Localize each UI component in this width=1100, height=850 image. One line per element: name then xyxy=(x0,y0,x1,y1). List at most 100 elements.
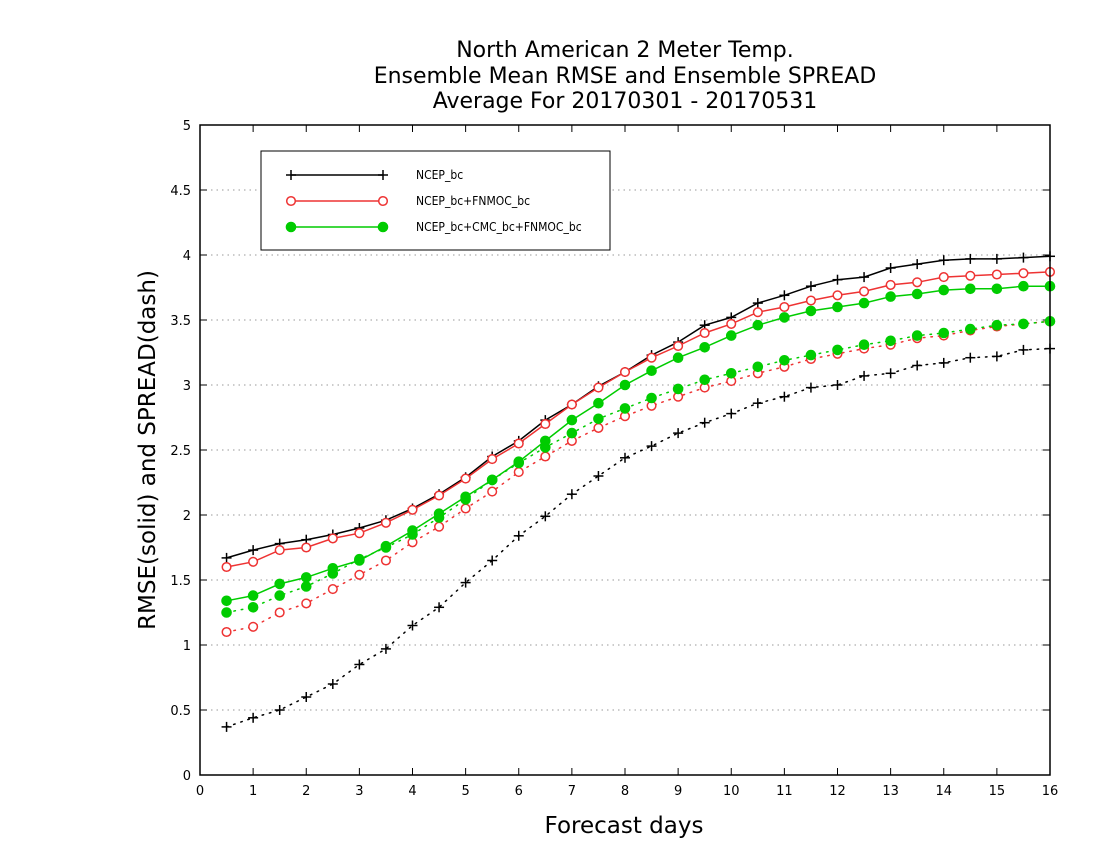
x-tick-label: 15 xyxy=(989,784,1006,799)
x-tick-label: 10 xyxy=(723,784,740,799)
ncep-bc-cmc-bc-fnmoc-bc-spread-series xyxy=(221,316,1056,618)
ncep-bc-rmse-point xyxy=(779,290,790,301)
legend-marker-ncep-bc-fnmoc-bc xyxy=(285,195,297,207)
ncep-bc-spread-point xyxy=(938,357,949,368)
ncep-bc-fnmoc-bc-rmse-point xyxy=(221,561,232,573)
ncep-bc-spread-point xyxy=(460,577,471,588)
ncep-bc-spread-point xyxy=(407,620,418,631)
ncep-bc-rmse-point xyxy=(752,298,763,309)
ncep-bc-spread-point xyxy=(832,380,843,390)
ncep-bc-spread-point xyxy=(673,428,684,439)
ncep-bc-rmse-point xyxy=(1018,252,1029,263)
ncep-bc-fnmoc-bc-rmse-point xyxy=(301,542,312,553)
y-tick-label: 3.5 xyxy=(170,314,191,329)
ncep-bc-cmc-bc-fnmoc-bc-rmse-series xyxy=(221,280,1056,607)
ncep-bc-spread-point xyxy=(779,391,790,402)
ncep-bc-rmse-point xyxy=(221,552,232,563)
ncep-bc-fnmoc-bc-rmse-point xyxy=(566,399,577,410)
x-tick-label: 3 xyxy=(355,784,363,799)
y-tick-label: 4 xyxy=(183,249,191,264)
ncep-bc-spread-point xyxy=(726,408,737,419)
legend-label-ncep-bc: NCEP_bc xyxy=(416,168,463,182)
ncep-bc-cmc-bc-fnmoc-bc-rmse-point xyxy=(938,284,950,296)
ncep-bc-cmc-bc-fnmoc-bc-rmse-point xyxy=(699,342,710,353)
y-tick-label: 0 xyxy=(183,769,191,784)
ncep-bc-rmse-point xyxy=(965,253,976,264)
axes: 00.511.522.533.544.550 1 2 3 4 5 6 7 8 9 10 11 12 13 1… xyxy=(170,119,1058,799)
ncep-bc-cmc-bc-fnmoc-bc-rmse-point xyxy=(725,330,737,341)
legend-marker-ncep-bc-cmc-bc-fnmoc-bc xyxy=(285,221,297,233)
ncep-bc-cmc-bc-fnmoc-bc-rmse-point xyxy=(965,283,976,295)
ncep-bc-fnmoc-bc-rmse-point xyxy=(1018,268,1029,279)
ncep-bc-spread-point xyxy=(593,471,604,481)
ncep-bc-cmc-bc-fnmoc-bc-spread-point xyxy=(752,361,764,373)
ncep-bc-cmc-bc-fnmoc-bc-rmse-point xyxy=(593,397,604,409)
ncep-bc-cmc-bc-fnmoc-bc-rmse-point xyxy=(858,297,870,309)
ncep-bc-spread-series xyxy=(221,343,1055,732)
ncep-bc-fnmoc-bc-rmse-point xyxy=(991,269,1002,280)
x-tick-label: 1 xyxy=(249,784,257,799)
y-tick-label: 1 xyxy=(183,639,191,654)
ncep-bc-rmse-point xyxy=(832,274,843,285)
plot-series xyxy=(221,251,1056,732)
ncep-bc-rmse-point xyxy=(859,272,870,283)
ncep-bc-spread-point xyxy=(513,530,524,541)
ncep-bc-spread-point xyxy=(991,351,1002,362)
ncep-bc-fnmoc-bc-rmse-point xyxy=(965,270,976,281)
ncep-bc-fnmoc-bc-rmse-point xyxy=(752,307,763,318)
ncep-bc-fnmoc-bc-rmse-point xyxy=(407,504,418,515)
ncep-bc-spread-point xyxy=(965,352,976,363)
ncep-bc-fnmoc-bc-rmse-line xyxy=(225,271,1051,568)
ncep-bc-cmc-bc-fnmoc-bc-rmse-point xyxy=(566,414,578,426)
ncep-bc-fnmoc-bc-spread-point xyxy=(434,521,445,532)
ncep-bc-cmc-bc-fnmoc-bc-spread-point xyxy=(672,383,684,395)
ncep-bc-spread-point xyxy=(859,370,870,381)
ncep-bc-cmc-bc-fnmoc-bc-rmse-point xyxy=(433,508,445,520)
ncep-bc-cmc-bc-fnmoc-bc-spread-point xyxy=(805,349,817,361)
ncep-bc-fnmoc-bc-rmse-point xyxy=(673,340,684,352)
x-tick-label: 14 xyxy=(935,784,952,799)
ncep-bc-fnmoc-bc-rmse-point xyxy=(460,473,471,484)
ncep-bc-spread-point xyxy=(380,643,391,654)
ncep-bc-fnmoc-bc-spread-point xyxy=(354,569,365,580)
ncep-bc-cmc-bc-fnmoc-bc-rmse-point xyxy=(221,595,232,607)
ncep-bc-fnmoc-bc-spread-point xyxy=(248,621,259,632)
ncep-bc-spread-point xyxy=(620,452,630,463)
ncep-bc-cmc-bc-fnmoc-bc-spread-point xyxy=(221,607,232,618)
y-tick-label: 3 xyxy=(183,379,191,394)
x-tick-label: 4 xyxy=(408,784,416,799)
ncep-bc-cmc-bc-fnmoc-bc-rmse-point xyxy=(779,312,790,323)
ncep-bc-cmc-bc-fnmoc-bc-rmse-point xyxy=(805,305,817,317)
ncep-bc-fnmoc-bc-rmse-point xyxy=(859,286,870,297)
ncep-bc-rmse-point xyxy=(991,253,1002,264)
ncep-bc-fnmoc-bc-rmse-point xyxy=(832,290,843,301)
ncep-bc-spread-point xyxy=(540,511,551,522)
ncep-bc-fnmoc-bc-spread-series xyxy=(221,316,1056,638)
legend-label-ncep-bc-fnmoc-bc: NCEP_bc+FNMOC_bc xyxy=(416,194,530,208)
chart-title-line-2: Ensemble Mean RMSE and Ensemble SPREAD xyxy=(374,64,877,89)
x-tick-label: 16 xyxy=(1042,784,1059,799)
ncep-bc-cmc-bc-fnmoc-bc-spread-point xyxy=(965,323,976,335)
ncep-bc-rmse-point xyxy=(248,545,259,556)
ncep-bc-rmse-point xyxy=(805,281,816,292)
ncep-bc-spread-point xyxy=(752,398,763,409)
ncep-bc-cmc-bc-fnmoc-bc-rmse-point xyxy=(274,578,285,590)
ncep-bc-cmc-bc-fnmoc-bc-rmse-point xyxy=(407,525,418,536)
ncep-bc-fnmoc-bc-rmse-point xyxy=(805,295,816,306)
ncep-bc-fnmoc-bc-rmse-point xyxy=(380,517,391,528)
chart-title-line-3: Average For 20170301 - 20170531 xyxy=(433,89,818,114)
ncep-bc-spread-point xyxy=(274,705,285,715)
x-tick-label: 11 xyxy=(776,784,793,799)
ncep-bc-cmc-bc-fnmoc-bc-spread-point xyxy=(832,344,843,356)
ncep-bc-cmc-bc-fnmoc-bc-rmse-point xyxy=(513,456,525,468)
ncep-bc-spread-point xyxy=(301,692,312,702)
ncep-bc-cmc-bc-fnmoc-bc-rmse-point xyxy=(752,319,764,331)
x-tick-label: 0 xyxy=(196,784,204,799)
ncep-bc-fnmoc-bc-rmse-point xyxy=(938,272,949,283)
ncep-bc-cmc-bc-fnmoc-bc-rmse-point xyxy=(1018,280,1029,292)
ncep-bc-cmc-bc-fnmoc-bc-spread-point xyxy=(566,427,578,439)
ncep-bc-fnmoc-bc-rmse-point xyxy=(912,277,923,288)
ncep-bc-spread-line xyxy=(225,347,1051,728)
ncep-bc-fnmoc-bc-rmse-point xyxy=(354,528,365,539)
ncep-bc-cmc-bc-fnmoc-bc-rmse-line xyxy=(225,285,1051,602)
